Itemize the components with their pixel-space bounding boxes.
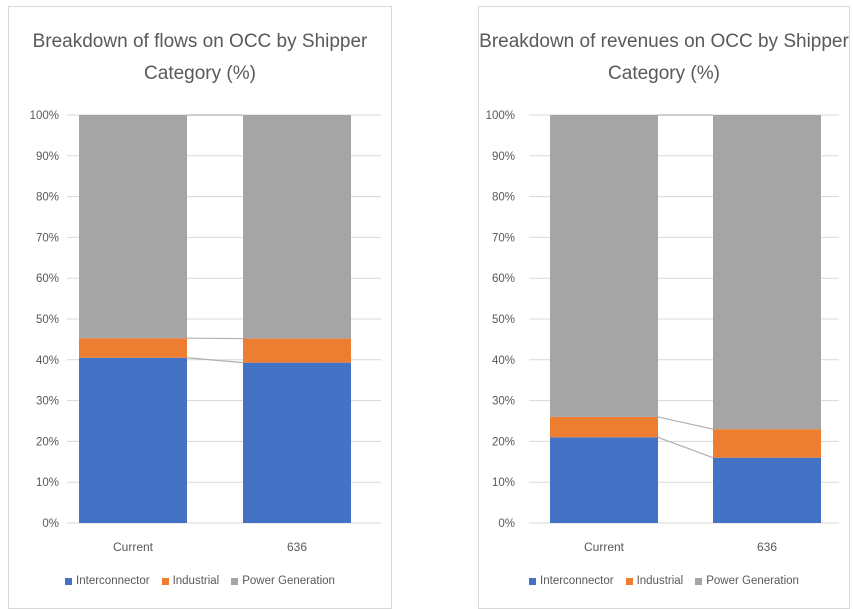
y-tick-label: 90% — [492, 151, 515, 163]
y-tick-label: 50% — [492, 314, 515, 326]
x-category-label: Current — [584, 540, 625, 554]
y-tick-label: 30% — [36, 396, 59, 408]
x-category-label: 636 — [287, 540, 307, 554]
y-tick-label: 100% — [486, 110, 515, 122]
legend-item-interconnector: Interconnector — [65, 575, 150, 587]
bar-segment-industrial-current — [79, 338, 187, 358]
revenues-chart-title-line-1: Breakdown of revenues on OCC by Shipper — [479, 31, 849, 52]
y-tick-label: 80% — [36, 192, 59, 204]
revenues-chart-legend: Interconnector Industrial Power Generati… — [479, 575, 849, 587]
y-tick-label: 60% — [36, 273, 59, 285]
y-tick-label: 0% — [42, 518, 59, 530]
y-tick-label: 40% — [492, 355, 515, 367]
y-tick-label: 0% — [498, 518, 515, 530]
bar-segment-industrial-current — [550, 416, 658, 438]
revenues-chart-title-line-2: Category (%) — [608, 63, 720, 84]
legend-item-interconnector: Interconnector — [529, 575, 614, 587]
y-tick-label: 70% — [492, 232, 515, 244]
legend-label-industrial: Industrial — [636, 575, 684, 587]
revenues-chart-plot: 0% 10% 20% 30% 40% 50% 60% 70% 80% 90% 100% Current… — [486, 110, 839, 554]
legend-swatch-power-generation — [231, 577, 239, 585]
legend-swatch-industrial — [161, 577, 169, 585]
flows-chart-panel: Breakdown of flows on OCC by Shipper Cat… — [8, 6, 392, 609]
bar-segment-power_generation-636 — [713, 115, 821, 430]
bar-segment-industrial-636 — [243, 338, 351, 363]
legend-label-interconnector: Interconnector — [540, 575, 614, 587]
series-connector-line — [186, 357, 244, 364]
legend-item-industrial: Industrial — [161, 575, 220, 587]
legend-item-industrial: Industrial — [625, 575, 684, 587]
y-tick-label: 30% — [492, 396, 515, 408]
y-tick-label: 40% — [36, 355, 59, 367]
y-tick-label: 70% — [36, 232, 59, 244]
series-connector-line — [657, 436, 714, 459]
y-tick-label: 50% — [36, 314, 59, 326]
y-tick-label: 60% — [492, 273, 515, 285]
legend-swatch-industrial — [625, 577, 633, 585]
y-tick-label: 90% — [36, 151, 59, 163]
bar-segment-industrial-636 — [713, 429, 821, 458]
y-tick-label: 80% — [492, 192, 515, 204]
flows-chart-legend: Interconnector Industrial Power Generati… — [9, 575, 391, 587]
flows-chart-title-line-2: Category (%) — [144, 63, 256, 84]
legend-swatch-power-generation — [695, 577, 703, 585]
y-tick-label: 20% — [492, 436, 515, 448]
flows-chart-title: Breakdown of flows on OCC by Shipper Cat… — [9, 26, 391, 90]
bar-segment-interconnector-current — [79, 357, 187, 523]
bar-segment-power_generation-636 — [243, 115, 351, 339]
revenues-chart-panel: Breakdown of revenues on OCC by Shipper … — [478, 6, 850, 609]
revenues-chart-title: Breakdown of revenues on OCC by Shipper … — [479, 26, 849, 90]
y-tick-label: 10% — [36, 477, 59, 489]
bar-segment-power_generation-current — [79, 115, 187, 339]
y-tick-label: 10% — [492, 477, 515, 489]
y-tick-label: 20% — [36, 436, 59, 448]
flows-chart-plot: 0% 10% 20% 30% 40% 50% 60% 70% 80% 90% 100% Current… — [30, 110, 381, 554]
legend-label-power-generation: Power Generation — [242, 575, 335, 587]
legend-item-power-generation: Power Generation — [695, 575, 799, 587]
legend-label-power-generation: Power Generation — [706, 575, 799, 587]
bar-segment-interconnector-636 — [243, 362, 351, 523]
bar-segment-interconnector-current — [550, 437, 658, 523]
legend-item-power-generation: Power Generation — [231, 575, 335, 587]
legend-label-industrial: Industrial — [172, 575, 220, 587]
bar-segment-interconnector-636 — [713, 457, 821, 523]
x-category-label: Current — [113, 540, 154, 554]
legend-label-interconnector: Interconnector — [76, 575, 150, 587]
flows-chart-title-line-1: Breakdown of flows on OCC by Shipper — [32, 31, 368, 52]
x-category-label: 636 — [757, 540, 777, 554]
legend-swatch-interconnector — [529, 577, 537, 585]
series-connector-line — [657, 416, 714, 430]
legend-swatch-interconnector — [65, 577, 73, 585]
y-tick-label: 100% — [30, 110, 59, 122]
bar-segment-power_generation-current — [550, 115, 658, 417]
